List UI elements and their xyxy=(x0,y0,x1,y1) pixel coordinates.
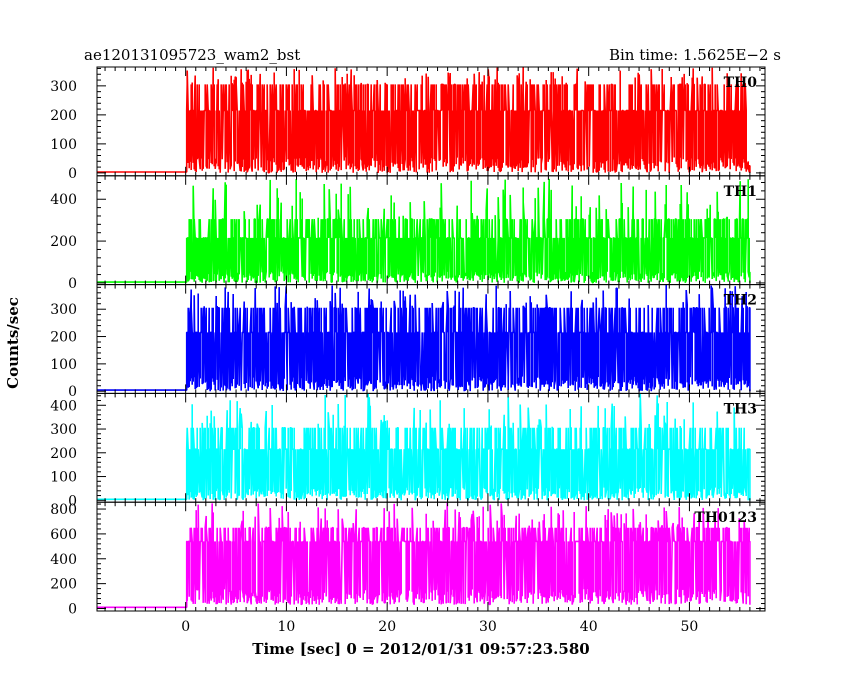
y-tick-label: 300 xyxy=(50,79,77,95)
y-tick-label: 200 xyxy=(50,234,77,250)
y-axis-title: Counts/sec xyxy=(4,297,22,389)
y-tick-label: 200 xyxy=(50,577,77,593)
panel-th1: 0 200 400 TH1 xyxy=(50,175,766,292)
y-tick-label: 0 xyxy=(68,276,77,292)
x-tick-label: 50 xyxy=(680,619,698,635)
x-tick-label: 10 xyxy=(277,619,295,635)
panel-th0123: 0 200 400 600 800 TH0123 xyxy=(50,501,766,618)
y-tick-label: 300 xyxy=(50,302,77,318)
panel-th0: 0 100 200 300 TH0 xyxy=(50,66,766,182)
panel-label-th3: TH3 xyxy=(724,401,757,417)
y-tick-label: 300 xyxy=(50,422,77,438)
panel-label-th1: TH1 xyxy=(724,184,757,200)
y-tick-label: 600 xyxy=(50,527,77,543)
panel-label-th2: TH2 xyxy=(724,293,757,309)
series-line-th0 xyxy=(97,67,751,174)
y-tick-label: 200 xyxy=(50,108,77,124)
series-line-th2 xyxy=(97,284,751,392)
y-tick-label: 200 xyxy=(50,446,77,462)
series-line-th1 xyxy=(97,178,751,284)
y-tick-label: 100 xyxy=(50,137,77,153)
x-tick-label: 40 xyxy=(580,619,598,635)
y-tick-label: 0 xyxy=(68,602,77,618)
panel-label-th0: TH0 xyxy=(724,75,758,91)
panel-th3: 0 100 200 300 400 TH3 xyxy=(50,392,766,509)
y-tick-label: 100 xyxy=(50,357,77,373)
y-tick-label: 800 xyxy=(50,502,77,518)
y-tick-label: 400 xyxy=(50,552,77,568)
panel-th2: 0 100 200 300 TH2 xyxy=(50,284,766,400)
series-line-th0123 xyxy=(97,502,751,609)
y-tick-label: 400 xyxy=(50,398,77,414)
y-tick-label: 400 xyxy=(50,192,77,208)
y-tick-label: 0 xyxy=(68,384,77,400)
x-tick-label: 20 xyxy=(378,619,396,635)
y-tick-label: 100 xyxy=(50,470,77,486)
bin-time-label: Bin time: 1.5625E−2 s xyxy=(609,46,781,64)
y-tick-label: 0 xyxy=(68,493,77,509)
y-tick-label: 0 xyxy=(68,166,77,182)
chart-title: ae120131095723_wam2_bst xyxy=(84,46,300,64)
x-tick-label: 0 xyxy=(181,619,190,635)
panel-frame xyxy=(96,501,766,612)
y-tick-label: 200 xyxy=(50,330,77,346)
x-tick-label: 30 xyxy=(479,619,497,635)
series-line-th3 xyxy=(97,393,751,501)
panel-label-th0123: TH0123 xyxy=(694,510,757,526)
x-axis-title: Time [sec] 0 = 2012/01/31 09:57:23.580 xyxy=(252,640,589,658)
